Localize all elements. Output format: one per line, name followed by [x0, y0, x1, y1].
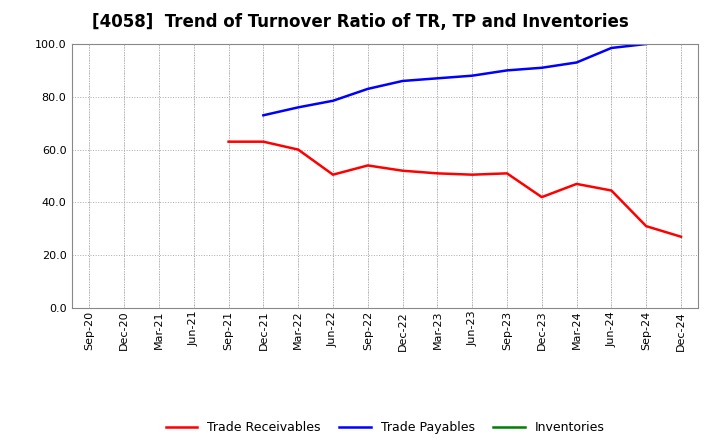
Trade Payables — [503, 68, 511, 73]
Trade Receivables — [433, 171, 442, 176]
Trade Receivables — [328, 172, 337, 177]
Trade Receivables — [677, 234, 685, 239]
Trade Payables — [259, 113, 268, 118]
Trade Receivables — [537, 194, 546, 200]
Trade Receivables — [364, 163, 372, 168]
Trade Receivables — [503, 171, 511, 176]
Trade Payables — [398, 78, 407, 84]
Trade Payables — [294, 105, 302, 110]
Trade Receivables — [607, 188, 616, 193]
Trade Payables — [328, 98, 337, 103]
Trade Payables — [364, 86, 372, 92]
Trade Receivables — [572, 181, 581, 187]
Trade Payables — [607, 45, 616, 51]
Trade Payables — [642, 41, 651, 47]
Legend: Trade Receivables, Trade Payables, Inventories: Trade Receivables, Trade Payables, Inven… — [161, 416, 610, 439]
Trade Receivables — [642, 224, 651, 229]
Line: Trade Receivables: Trade Receivables — [229, 142, 681, 237]
Trade Receivables — [259, 139, 268, 144]
Trade Payables — [537, 65, 546, 70]
Trade Receivables — [398, 168, 407, 173]
Text: [4058]  Trend of Turnover Ratio of TR, TP and Inventories: [4058] Trend of Turnover Ratio of TR, TP… — [91, 13, 629, 31]
Trade Payables — [433, 76, 442, 81]
Line: Trade Payables: Trade Payables — [264, 44, 647, 115]
Trade Payables — [572, 60, 581, 65]
Trade Payables — [468, 73, 477, 78]
Trade Receivables — [225, 139, 233, 144]
Trade Receivables — [294, 147, 302, 152]
Trade Receivables — [468, 172, 477, 177]
